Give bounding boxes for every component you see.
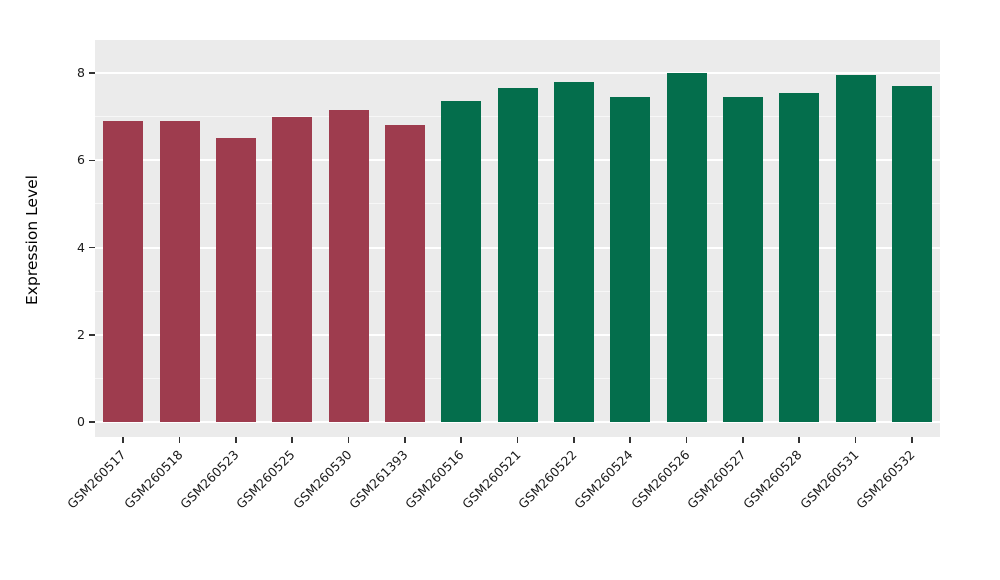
x-tick <box>798 437 800 443</box>
x-tick-label: GSM260530 <box>289 447 355 512</box>
y-tick <box>89 421 95 423</box>
x-tick-label: GSM260528 <box>740 447 805 512</box>
x-tick <box>685 437 688 443</box>
bar-GSM260518 <box>159 120 200 422</box>
x-tick-label: GSM260531 <box>796 447 862 512</box>
bar-GSM260523 <box>215 138 256 422</box>
bar-GSM260531 <box>835 75 876 422</box>
x-tick-label: GSM260518 <box>120 447 186 512</box>
bar-GSM260532 <box>891 86 932 422</box>
x-tick-label: GSM260521 <box>458 447 524 512</box>
x-tick <box>122 437 124 443</box>
x-tick <box>291 437 293 443</box>
x-tick-label: GSM260522 <box>514 447 580 512</box>
x-tick <box>854 437 857 443</box>
x-tick <box>178 437 181 443</box>
bar-GSM260530 <box>328 110 369 422</box>
x-tick-label: GSM260516 <box>402 447 467 512</box>
bar-GSM260527 <box>722 96 763 422</box>
x-tick <box>573 437 575 443</box>
gridline-major <box>95 72 940 74</box>
bar-GSM260517 <box>103 120 144 422</box>
x-tick-label: GSM260527 <box>683 447 749 512</box>
y-tick <box>89 246 95 249</box>
x-tick-label: GSM260524 <box>571 447 636 512</box>
bar-GSM261393 <box>384 125 425 422</box>
bar-GSM260526 <box>666 73 707 422</box>
x-tick <box>742 437 744 443</box>
x-tick-label: GSM261393 <box>345 447 411 512</box>
gridline-major <box>95 421 940 423</box>
y-tick <box>89 72 95 74</box>
y-tick-label: 2 <box>77 326 85 342</box>
x-tick <box>235 437 237 443</box>
bar-GSM260524 <box>610 96 651 422</box>
x-tick-label: GSM260532 <box>852 447 918 512</box>
bar-GSM260522 <box>553 81 594 422</box>
bar-GSM260525 <box>272 116 313 422</box>
x-tick-label: GSM260517 <box>64 447 129 512</box>
x-tick-label: GSM260526 <box>627 447 693 512</box>
y-tick-label: 4 <box>77 239 85 255</box>
bar-GSM260528 <box>779 92 820 422</box>
y-tick-label: 0 <box>77 414 85 429</box>
x-tick <box>911 437 913 443</box>
x-tick <box>516 437 519 443</box>
y-tick-label: 6 <box>77 152 85 168</box>
x-tick-label: GSM260525 <box>233 447 298 512</box>
bar-GSM260516 <box>441 101 482 422</box>
x-tick <box>404 437 406 443</box>
y-tick <box>89 159 95 161</box>
x-tick <box>629 437 631 443</box>
y-tick-label: 8 <box>77 65 85 80</box>
y-tick <box>89 334 95 336</box>
plot-panel <box>95 40 940 437</box>
x-tick <box>460 437 462 443</box>
x-tick-label: GSM260523 <box>176 447 242 512</box>
x-tick <box>347 437 350 443</box>
bar-GSM260521 <box>497 88 538 422</box>
